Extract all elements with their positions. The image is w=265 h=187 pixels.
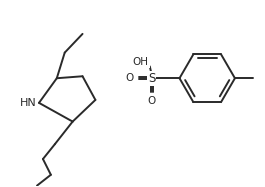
Text: OH: OH [133, 57, 149, 68]
Text: S: S [148, 72, 156, 85]
Text: O: O [148, 96, 156, 106]
Text: HN: HN [20, 98, 37, 108]
Text: O: O [126, 73, 134, 83]
